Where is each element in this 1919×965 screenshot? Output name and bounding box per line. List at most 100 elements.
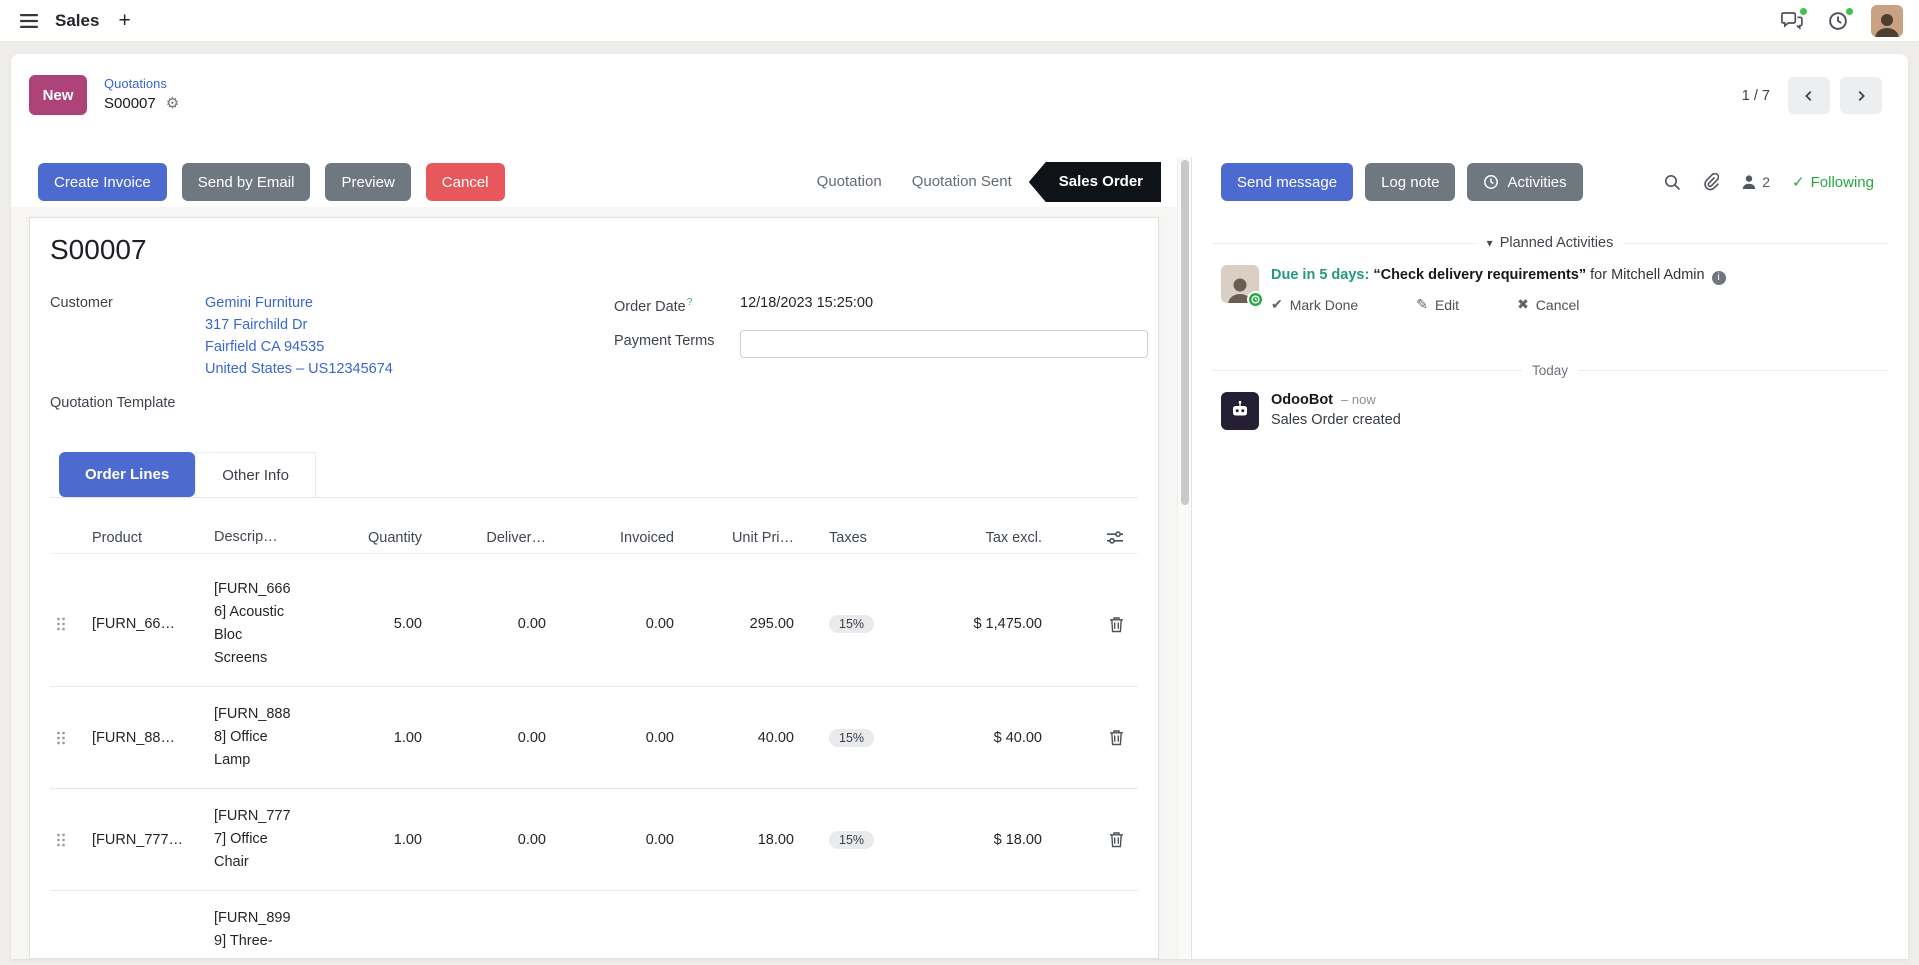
order-date-value[interactable]: 12/18/2023 15:25:00 xyxy=(740,295,874,311)
breadcrumb-quotations-link[interactable]: Quotations xyxy=(104,76,167,91)
customer-name-link[interactable]: Gemini Furniture xyxy=(205,295,313,311)
planned-activities-toggle[interactable]: ▾ Planned Activities xyxy=(1486,235,1614,251)
cell-description[interactable]: [FURN_7777] Office Chair xyxy=(214,808,291,870)
activity-assignee: for Mitchell Admin xyxy=(1590,267,1705,283)
app-name[interactable]: Sales xyxy=(55,10,100,30)
activity-due: Due in 5 days: xyxy=(1271,267,1370,283)
state-quotation-sent[interactable]: Quotation Sent xyxy=(911,173,1012,190)
send-by-email-button[interactable]: Send by Email xyxy=(181,163,311,201)
col-delivered: Deliver… xyxy=(486,529,546,546)
cell-product[interactable]: [FURN_66… xyxy=(92,616,175,632)
cell-product[interactable]: [FURN_88… xyxy=(92,729,175,746)
activities-button[interactable]: Activities xyxy=(1467,163,1583,201)
send-message-button[interactable]: Send message xyxy=(1221,163,1354,201)
cell-invoiced[interactable]: 0.00 xyxy=(645,831,674,848)
followers-count: 2 xyxy=(1762,174,1771,190)
order-lines-table: Product Descrip… Quantity Deliver… Invoi… xyxy=(50,522,1138,953)
state-quotation[interactable]: Quotation xyxy=(816,173,882,190)
cell-invoiced[interactable]: 0.00 xyxy=(645,729,674,746)
delete-row-icon[interactable] xyxy=(1109,616,1124,633)
pencil-icon: ✎ xyxy=(1416,296,1428,312)
followers-button[interactable]: 2 xyxy=(1741,174,1770,190)
customer-address-line[interactable]: Fairfield CA 94535 xyxy=(205,339,325,355)
message-body: Sales Order created xyxy=(1271,412,1401,428)
state-sales-order[interactable]: Sales Order xyxy=(1028,162,1161,202)
cell-quantity[interactable]: 1.00 xyxy=(393,729,422,746)
drag-handle-icon[interactable] xyxy=(50,832,84,848)
message-time: – now xyxy=(1341,392,1376,407)
tax-badge[interactable]: 15% xyxy=(829,728,875,747)
activity-clock-icon[interactable] xyxy=(1825,5,1855,34)
customer-address-line[interactable]: United States – US12345674 xyxy=(205,361,393,377)
mark-done-button[interactable]: ✔ Mark Done xyxy=(1271,296,1359,313)
tax-badge[interactable]: 15% xyxy=(829,615,875,633)
order-line-row: [FURN_88… [FURN_8888] Office Lamp 1.00 0… xyxy=(50,686,1138,788)
notebook-tabs: Order Lines Other Info xyxy=(50,452,1138,498)
cancel-activity-button[interactable]: ✖ Cancel xyxy=(1517,296,1580,313)
cell-invoiced[interactable]: 0.00 xyxy=(645,616,674,632)
preview-button[interactable]: Preview xyxy=(325,163,411,201)
messages-icon[interactable] xyxy=(1779,5,1809,34)
user-avatar[interactable] xyxy=(1871,4,1903,37)
sheet-background: S00007 Customer Gemini Furniture 317 Fai… xyxy=(11,207,1177,959)
tab-order-lines[interactable]: Order Lines xyxy=(59,452,196,497)
form-scrollbar-thumb[interactable] xyxy=(1181,160,1189,505)
new-button[interactable]: New xyxy=(29,75,87,115)
cell-unit-price[interactable]: 18.00 xyxy=(757,831,794,848)
delete-row-icon[interactable] xyxy=(1109,729,1124,746)
payment-terms-input[interactable] xyxy=(740,329,1148,358)
status-pipeline: Quotation Quotation Sent Sales Order xyxy=(802,162,1161,202)
gear-icon[interactable]: ⚙ xyxy=(165,95,180,112)
info-icon[interactable]: i xyxy=(1711,270,1726,285)
attachments-icon[interactable] xyxy=(1703,173,1720,191)
log-note-button[interactable]: Log note xyxy=(1365,163,1456,201)
customer-label: Customer xyxy=(50,295,113,311)
following-label: Following xyxy=(1810,173,1874,191)
odoobot-avatar xyxy=(1221,392,1259,430)
cell-quantity[interactable]: 1.00 xyxy=(393,831,422,848)
check-icon: ✔ xyxy=(1271,296,1283,312)
form-scrollbar-track[interactable] xyxy=(1177,157,1191,959)
activity-item: Due in 5 days: “Check delivery requireme… xyxy=(1192,251,1908,313)
tax-badge[interactable]: 15% xyxy=(829,830,875,849)
tab-other-info[interactable]: Other Info xyxy=(195,452,316,497)
activity-badge xyxy=(1844,5,1855,17)
search-messages-icon[interactable] xyxy=(1664,174,1681,191)
cell-description[interactable]: [FURN_6666] Acoustic Bloc Screens xyxy=(214,581,291,666)
following-button[interactable]: ✓ Following xyxy=(1792,173,1874,192)
cancel-button[interactable]: Cancel xyxy=(425,163,505,201)
customer-address-line[interactable]: 317 Fairchild Dr xyxy=(205,317,308,333)
optional-columns-icon[interactable] xyxy=(1106,530,1124,545)
delete-row-icon[interactable] xyxy=(1109,831,1124,848)
messages-badge xyxy=(1798,5,1809,17)
plus-icon[interactable]: + xyxy=(118,9,131,32)
cell-quantity[interactable]: 5.00 xyxy=(393,616,422,632)
col-unit-price: Unit Pri… xyxy=(731,529,794,546)
apps-menu-icon[interactable] xyxy=(16,8,42,34)
activities-button-label: Activities xyxy=(1507,173,1567,191)
cell-delivered[interactable]: 0.00 xyxy=(517,616,546,632)
cell-delivered[interactable]: 0.00 xyxy=(517,729,546,746)
chevron-down-icon: ▾ xyxy=(1486,236,1493,250)
col-product: Product xyxy=(92,529,142,546)
create-invoice-button[interactable]: Create Invoice xyxy=(38,163,167,201)
customer-value: Gemini Furniture 317 Fairchild Dr Fairfi… xyxy=(205,292,393,380)
help-hint: ? xyxy=(686,297,693,308)
statusbar: Create Invoice Send by Email Preview Can… xyxy=(11,157,1177,207)
cell-unit-price[interactable]: 40.00 xyxy=(757,729,794,746)
top-navbar: Sales + xyxy=(0,0,1919,42)
drag-handle-icon[interactable] xyxy=(50,616,84,632)
order-line-row: [FURN_8999] Three- xyxy=(50,890,1138,953)
col-tax-excl: Tax excl. xyxy=(985,529,1042,546)
cell-description[interactable]: [FURN_8888] Office Lamp xyxy=(214,706,291,768)
pager-next-button[interactable] xyxy=(1840,77,1882,114)
cell-description[interactable]: [FURN_8999] Three- xyxy=(214,910,291,949)
cell-delivered[interactable]: 0.00 xyxy=(517,831,546,848)
breadcrumb-current: S00007 xyxy=(104,95,156,112)
x-icon: ✖ xyxy=(1517,296,1529,312)
cell-product[interactable]: [FURN_777… xyxy=(92,831,184,848)
edit-activity-button[interactable]: ✎ Edit xyxy=(1416,296,1460,313)
pager-previous-button[interactable] xyxy=(1788,77,1830,114)
drag-handle-icon[interactable] xyxy=(50,730,84,746)
cell-unit-price[interactable]: 295.00 xyxy=(749,616,794,632)
